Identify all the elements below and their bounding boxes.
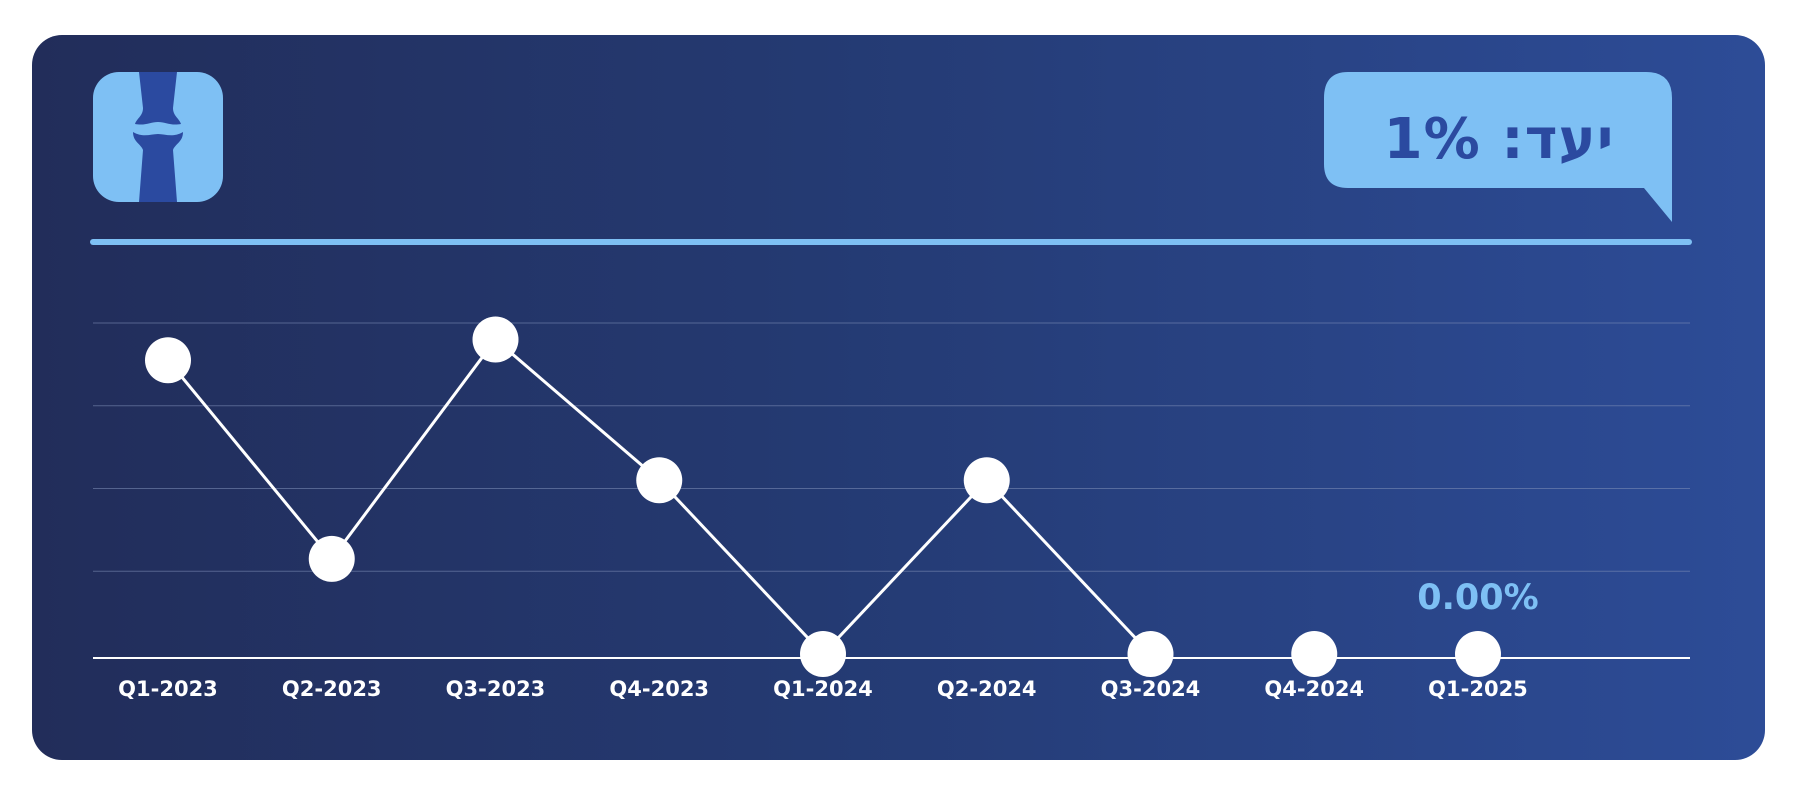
series-line-segment <box>330 338 497 560</box>
logo-tile <box>93 72 223 202</box>
data-point-q1-2023 <box>145 337 191 384</box>
data-point-q4-2023 <box>636 457 683 504</box>
series-line-segment <box>821 479 988 656</box>
x-tick-label: Q3-2023 <box>446 677 546 701</box>
chart-card: יעד: 1% <box>32 35 1765 760</box>
speech-bubble-shape <box>1324 72 1672 222</box>
knee-joint-icon <box>133 72 183 202</box>
series-line-segment <box>494 338 661 482</box>
goal-label: יעד: 1% <box>1383 107 1615 172</box>
x-tick-label: Q1-2024 <box>773 677 873 701</box>
data-point-q3-2023 <box>472 316 519 363</box>
x-axis-tick-labels: Q1-2023 Q2-2023 Q3-2023 Q4-2023 Q1-2024 Q2-20… <box>118 677 1528 701</box>
x-tick-label: Q2-2024 <box>937 677 1037 701</box>
series-lines <box>166 338 1152 656</box>
series-line-segment <box>985 479 1152 656</box>
goal-bubble: יעד: 1% <box>1324 72 1694 242</box>
series-line-segment <box>166 359 333 560</box>
x-tick-label: Q2-2023 <box>282 677 382 701</box>
data-point-q4-2024 <box>1291 631 1338 677</box>
data-point-q1-2024 <box>800 631 846 677</box>
x-tick-label: Q1-2023 <box>118 677 218 701</box>
x-tick-label: Q3-2024 <box>1101 677 1201 701</box>
series-line-segment <box>658 479 825 656</box>
data-labels: 0.00% <box>1417 578 1538 618</box>
x-tick-label: Q1-2025 <box>1428 677 1528 701</box>
data-point-q1-2025 <box>1455 631 1501 677</box>
data-point-q2-2024 <box>963 457 1010 504</box>
data-point-q3-2024 <box>1127 631 1174 677</box>
header-divider <box>90 239 1692 245</box>
grid-lines <box>93 322 1690 572</box>
x-tick-label: Q4-2023 <box>609 677 709 701</box>
x-tick-label: Q4-2024 <box>1264 677 1364 701</box>
data-label: 0.00% <box>1417 578 1538 618</box>
data-point-q2-2023 <box>308 535 355 582</box>
data-markers <box>145 316 1501 677</box>
